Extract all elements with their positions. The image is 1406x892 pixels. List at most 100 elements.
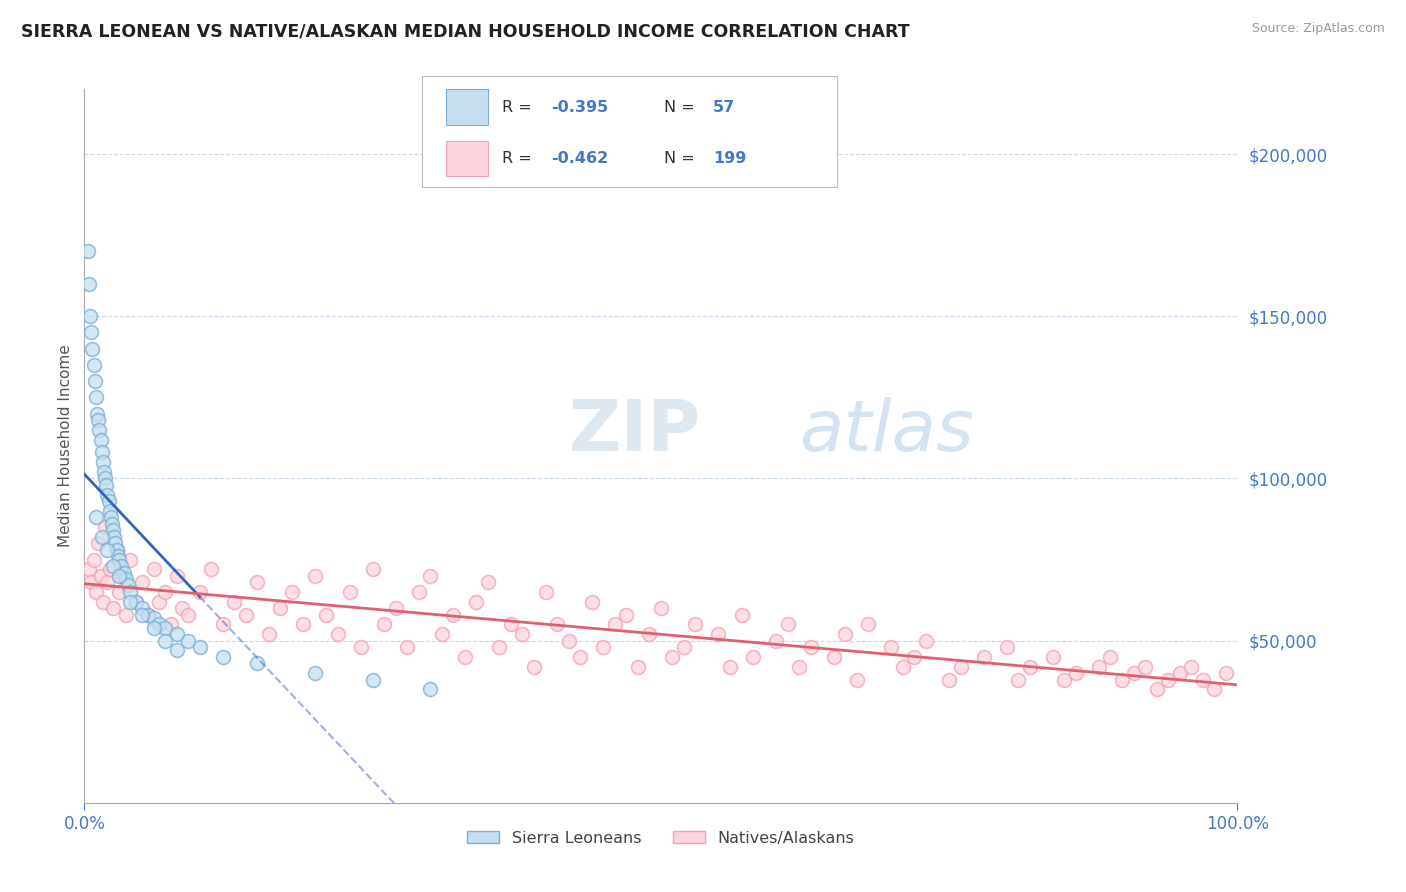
Point <box>638 627 661 641</box>
Point <box>82 342 104 356</box>
Point <box>90 445 112 459</box>
Point <box>281 585 304 599</box>
Point <box>1215 666 1237 681</box>
Point <box>93 465 115 479</box>
Point <box>384 601 406 615</box>
Point <box>304 568 326 582</box>
Point <box>107 549 129 564</box>
Point <box>148 595 170 609</box>
Point <box>83 374 105 388</box>
Point <box>188 640 211 654</box>
Point <box>1088 659 1111 673</box>
Text: Source: ZipAtlas.com: Source: ZipAtlas.com <box>1251 22 1385 36</box>
Point <box>880 640 903 654</box>
Point <box>304 666 326 681</box>
Point <box>915 633 938 648</box>
Point <box>858 617 880 632</box>
Point <box>83 358 105 372</box>
Point <box>91 455 114 469</box>
Point <box>707 627 730 641</box>
Point <box>292 617 315 632</box>
Point <box>89 433 111 447</box>
Text: -0.395: -0.395 <box>551 100 609 115</box>
Point <box>661 649 683 664</box>
Point <box>246 657 269 671</box>
Point <box>101 516 124 531</box>
Point <box>557 633 579 648</box>
Point <box>1099 649 1122 664</box>
Point <box>973 649 995 664</box>
Point <box>120 585 142 599</box>
Point <box>96 488 118 502</box>
Point <box>211 617 233 632</box>
Text: R =: R = <box>502 151 537 166</box>
Point <box>84 390 107 404</box>
Point <box>1111 673 1133 687</box>
Point <box>995 640 1018 654</box>
Point <box>87 413 110 427</box>
Point <box>1180 659 1202 673</box>
Point <box>1053 673 1076 687</box>
Point <box>94 471 117 485</box>
Point <box>569 649 592 664</box>
Point <box>581 595 603 609</box>
Point <box>172 601 194 615</box>
Text: ZIP: ZIP <box>568 397 700 467</box>
Point <box>269 601 291 615</box>
Point <box>845 673 868 687</box>
Point <box>108 552 131 566</box>
Point <box>166 627 188 641</box>
Point <box>408 585 430 599</box>
Point <box>361 562 384 576</box>
Point <box>419 682 441 697</box>
Text: -0.462: -0.462 <box>551 151 609 166</box>
Point <box>685 617 707 632</box>
Point <box>148 617 170 632</box>
Point <box>546 617 568 632</box>
Text: SIERRA LEONEAN VS NATIVE/ALASKAN MEDIAN HOUSEHOLD INCOME CORRELATION CHART: SIERRA LEONEAN VS NATIVE/ALASKAN MEDIAN … <box>21 22 910 40</box>
Point <box>361 673 384 687</box>
Point <box>592 640 614 654</box>
Point <box>79 310 101 324</box>
Point <box>97 494 120 508</box>
Point <box>136 607 159 622</box>
Point <box>1204 682 1226 697</box>
Point <box>730 607 752 622</box>
Point <box>160 617 183 632</box>
Point <box>477 575 499 590</box>
Point <box>315 607 337 622</box>
Point <box>441 607 464 622</box>
Point <box>80 575 103 590</box>
Point <box>90 530 112 544</box>
Point <box>949 659 972 673</box>
Point <box>108 568 131 582</box>
Point <box>153 633 176 648</box>
Point <box>96 575 118 590</box>
Point <box>117 578 139 592</box>
Point <box>776 617 799 632</box>
Point <box>112 566 135 580</box>
Point <box>84 585 107 599</box>
Text: R =: R = <box>502 100 537 115</box>
Point <box>98 504 121 518</box>
Point <box>103 524 124 538</box>
Point <box>91 595 114 609</box>
Point <box>94 520 117 534</box>
Point <box>1018 659 1040 673</box>
Point <box>153 621 176 635</box>
Point <box>488 640 510 654</box>
Point <box>166 568 188 582</box>
Point <box>115 607 138 622</box>
Point <box>84 510 107 524</box>
Point <box>104 536 127 550</box>
Point <box>903 649 925 664</box>
Point <box>1122 666 1144 681</box>
Point <box>87 536 110 550</box>
Point <box>103 530 125 544</box>
Point <box>177 633 200 648</box>
Point <box>1157 673 1180 687</box>
Point <box>1191 673 1213 687</box>
Point <box>131 601 153 615</box>
Point <box>142 621 165 635</box>
Point <box>120 595 142 609</box>
